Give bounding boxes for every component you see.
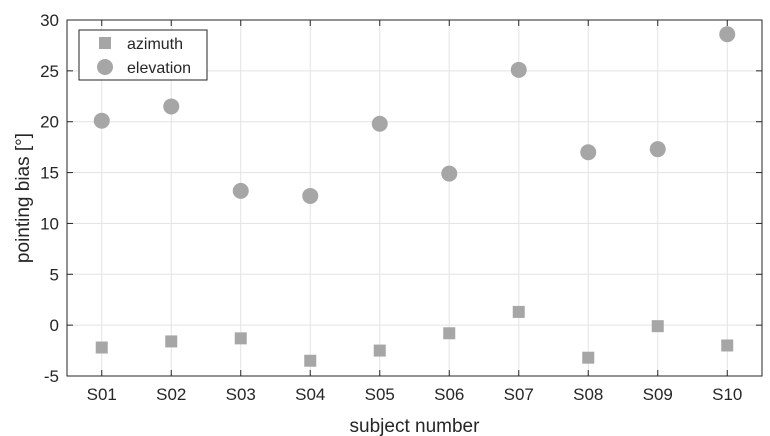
elevation-point <box>93 112 110 129</box>
y-tick-label: -5 <box>44 367 59 386</box>
x-axis-title: subject number <box>350 416 481 436</box>
x-tick-label: S06 <box>434 385 464 404</box>
azimuth-point <box>651 320 664 333</box>
legend: azimuth elevation <box>78 29 208 81</box>
azimuth-point <box>721 339 734 352</box>
x-tick-label: S02 <box>156 385 186 404</box>
azimuth-point <box>234 332 247 345</box>
y-tick-label: 0 <box>50 316 59 335</box>
x-tick-label: S01 <box>87 385 117 404</box>
elevation-point <box>580 144 597 161</box>
y-tick-label: 15 <box>40 164 59 183</box>
elevation-point <box>510 61 527 78</box>
azimuth-point <box>443 327 456 340</box>
legend-square-marker <box>99 37 111 49</box>
azimuth-point <box>373 344 386 357</box>
x-tick-label: S04 <box>295 385 325 404</box>
y-axis-ticks: -5 0 5 10 15 20 25 30 <box>40 11 762 386</box>
y-tick-label: 20 <box>40 113 59 132</box>
elevation-point <box>163 98 180 115</box>
azimuth-point <box>304 354 317 367</box>
x-tick-label: S08 <box>573 385 603 404</box>
elevation-point <box>232 182 249 199</box>
y-tick-label: 30 <box>40 11 59 30</box>
elevation-point <box>649 141 666 158</box>
azimuth-point <box>512 305 525 318</box>
x-tick-label: S07 <box>504 385 534 404</box>
azimuth-point <box>165 335 178 348</box>
azimuth-point <box>95 341 108 354</box>
data-marks <box>93 26 736 367</box>
elevation-point <box>719 26 736 43</box>
x-tick-label: S03 <box>226 385 256 404</box>
y-tick-label: 5 <box>50 265 59 284</box>
y-axis-title: pointing bias [°] <box>13 133 34 263</box>
elevation-point <box>441 165 458 182</box>
elevation-point <box>302 187 319 204</box>
plot-frame <box>66 19 763 377</box>
x-tick-label: S05 <box>365 385 395 404</box>
y-tick-label: 25 <box>40 62 59 81</box>
legend-circle-marker <box>97 59 113 75</box>
x-tick-label: S09 <box>643 385 673 404</box>
legend-label-azimuth: azimuth <box>127 36 183 53</box>
y-tick-label: 10 <box>40 214 59 233</box>
azimuth-point <box>582 351 595 364</box>
x-tick-label: S10 <box>712 385 742 404</box>
elevation-point <box>371 115 388 132</box>
legend-label-elevation: elevation <box>127 60 191 77</box>
x-axis-ticks: S01 S02 S03 S04 S05 S06 S07 S08 S09 S10 <box>87 20 742 404</box>
